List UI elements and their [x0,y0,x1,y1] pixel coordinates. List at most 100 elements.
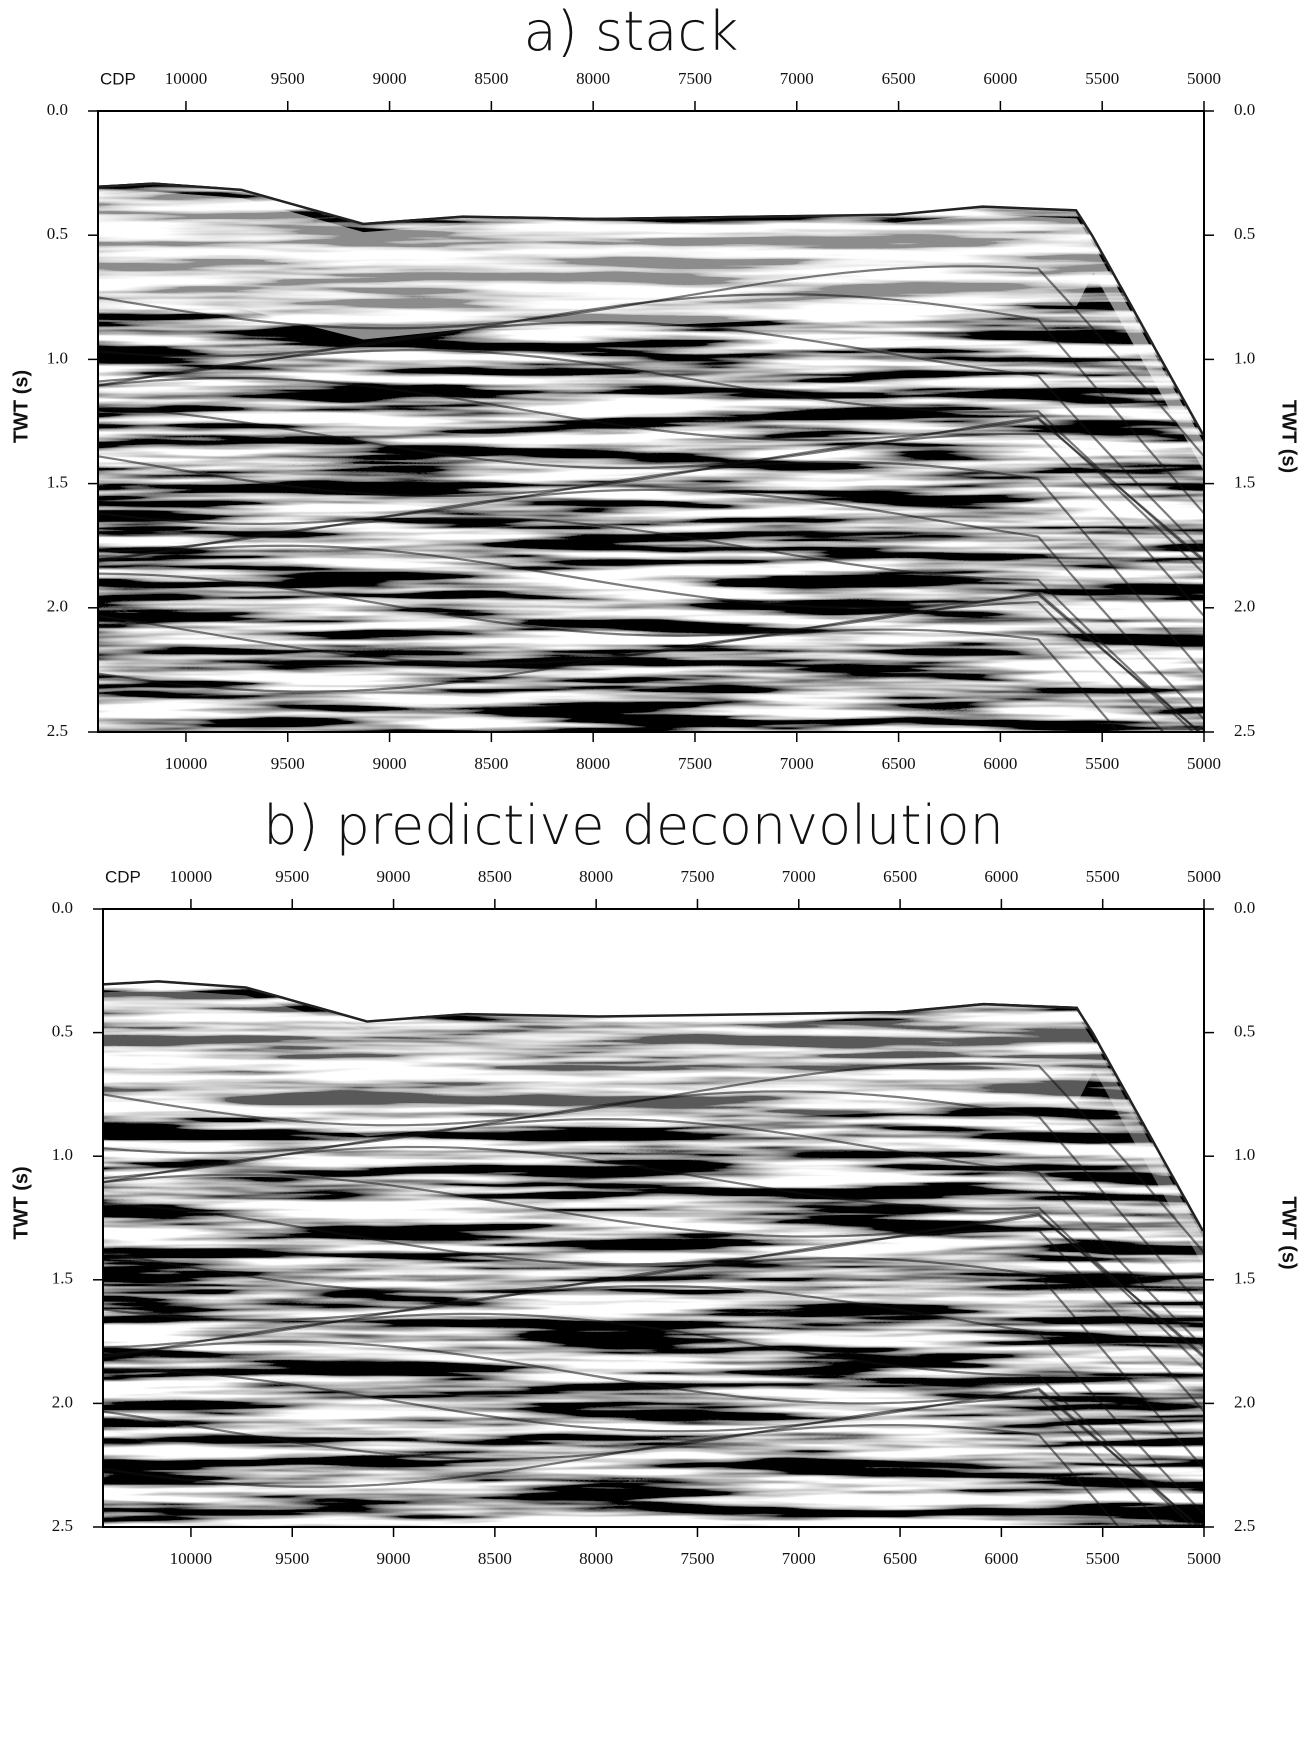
x-tick-label: 6500 [883,867,917,886]
frame [97,110,1205,733]
y-tick-label: 1.0 [1234,348,1255,367]
x-tick-label: 7500 [680,867,714,886]
seismic-image [103,980,1204,1527]
reflector [98,628,1204,733]
reflector [98,460,1204,675]
x-tick-label: 5000 [1187,1549,1221,1568]
y-axis-label: TWT (s) [1278,400,1300,473]
reflector [103,1229,1204,1413]
x-axis-label: CDP [100,69,136,88]
y-tick-label: 0.5 [1234,224,1255,243]
reflector [103,1090,1204,1311]
x-tick-label: 8500 [478,1549,512,1568]
reflector [103,1145,1204,1359]
reflector [103,1368,1204,1527]
seismic-noise [103,980,1204,1527]
x-tick-label: 8500 [474,754,508,773]
y-tick-label: 2.0 [52,1392,73,1411]
y-tick-label: 0.5 [47,224,68,243]
y-tick-label: 1.5 [52,1269,73,1288]
reflector [103,1173,1204,1357]
panel-title: a) stack [524,0,739,63]
sediment-band [98,191,1204,472]
y-tick-label: 2.5 [52,1516,73,1535]
x-tick-label: 7000 [780,754,814,773]
x-tick-label: 8000 [576,754,610,773]
x-tick-label: 9000 [377,1549,411,1568]
seismic-image [98,182,1204,733]
y-tick-label: 1.0 [1234,1145,1255,1164]
x-tick-label: 7500 [680,1549,714,1568]
y-tick-label: 0.0 [1234,100,1255,119]
x-tick-label: 6000 [983,754,1017,773]
x-tick-label: 5000 [1187,867,1221,886]
x-tick-label: 10000 [165,69,208,88]
x-tick-label: 6000 [983,69,1017,88]
y-tick-label: 2.5 [47,721,68,740]
y-tick-label: 2.5 [1234,721,1255,740]
reflector [98,406,1204,575]
seafloor [98,182,1204,436]
reflector [98,349,1204,563]
y-tick-label: 2.0 [47,597,68,616]
panel: b) predictive deconvolution CDP 10000 10000… [10,794,1300,1568]
y-tick-label: 0.5 [52,1022,73,1041]
x-tick-label: 8000 [579,1549,613,1568]
reflector [103,1257,1204,1470]
x-tick-label: 9000 [373,754,407,773]
x-tick-label: 5500 [1085,754,1119,773]
sediment-band [103,989,1204,1268]
x-tick-label: 6000 [984,867,1018,886]
y-tick-label: 0.5 [1234,1022,1255,1041]
x-tick-label: 9000 [373,69,407,88]
y-axis-label: TWT (s) [10,370,32,443]
x-axis-label: CDP [105,867,141,886]
y-tick-label: 2.0 [1234,1392,1255,1411]
y-tick-label: 1.5 [47,473,68,492]
reflector [103,1202,1204,1371]
x-tick-label: 10000 [165,754,208,773]
y-tick-label: 2.5 [1234,1516,1255,1535]
y-tick-label: 1.0 [47,348,68,367]
reflector [98,572,1204,733]
seafloor [103,980,1204,1232]
y-tick-label: 2.0 [1234,597,1255,616]
reflector [98,600,1204,733]
x-tick-label: 6500 [882,754,916,773]
x-tick-label: 5500 [1085,69,1119,88]
x-tick-label: 9500 [275,867,309,886]
reflector [103,1424,1204,1527]
x-tick-label: 6500 [882,69,916,88]
x-tick-label: 7500 [678,754,712,773]
x-tick-label: 9000 [377,867,411,886]
x-tick-label: 8000 [579,867,613,886]
x-tick-label: 5000 [1187,754,1221,773]
x-tick-label: 7000 [782,1549,816,1568]
x-tick-label: 5500 [1086,1549,1120,1568]
x-tick-label: 10000 [170,1549,213,1568]
frame [102,908,1205,1528]
y-tick-label: 1.0 [52,1145,73,1164]
x-tick-label: 8500 [478,867,512,886]
panel-title: b) predictive deconvolution [263,794,1004,857]
x-tick-label: 9500 [275,1549,309,1568]
x-tick-label: 7000 [780,69,814,88]
reflector [103,1396,1204,1527]
panel: a) stack CDP 10000 10000 9500 9500 9000 9000 850… [10,0,1300,773]
x-tick-label: 5500 [1086,867,1120,886]
x-tick-label: 6000 [984,1549,1018,1568]
x-tick-label: 8000 [576,69,610,88]
x-tick-label: 7000 [782,867,816,886]
y-tick-label: 0.0 [47,100,68,119]
reflector [98,293,1204,515]
reflector [98,488,1204,721]
reflector [98,432,1204,617]
x-tick-label: 10000 [170,867,213,886]
y-tick-label: 0.0 [52,898,73,917]
y-tick-label: 1.5 [1234,473,1255,492]
y-tick-label: 1.5 [1234,1269,1255,1288]
reflector [98,376,1204,561]
y-axis-label: TWT (s) [1278,1196,1300,1269]
